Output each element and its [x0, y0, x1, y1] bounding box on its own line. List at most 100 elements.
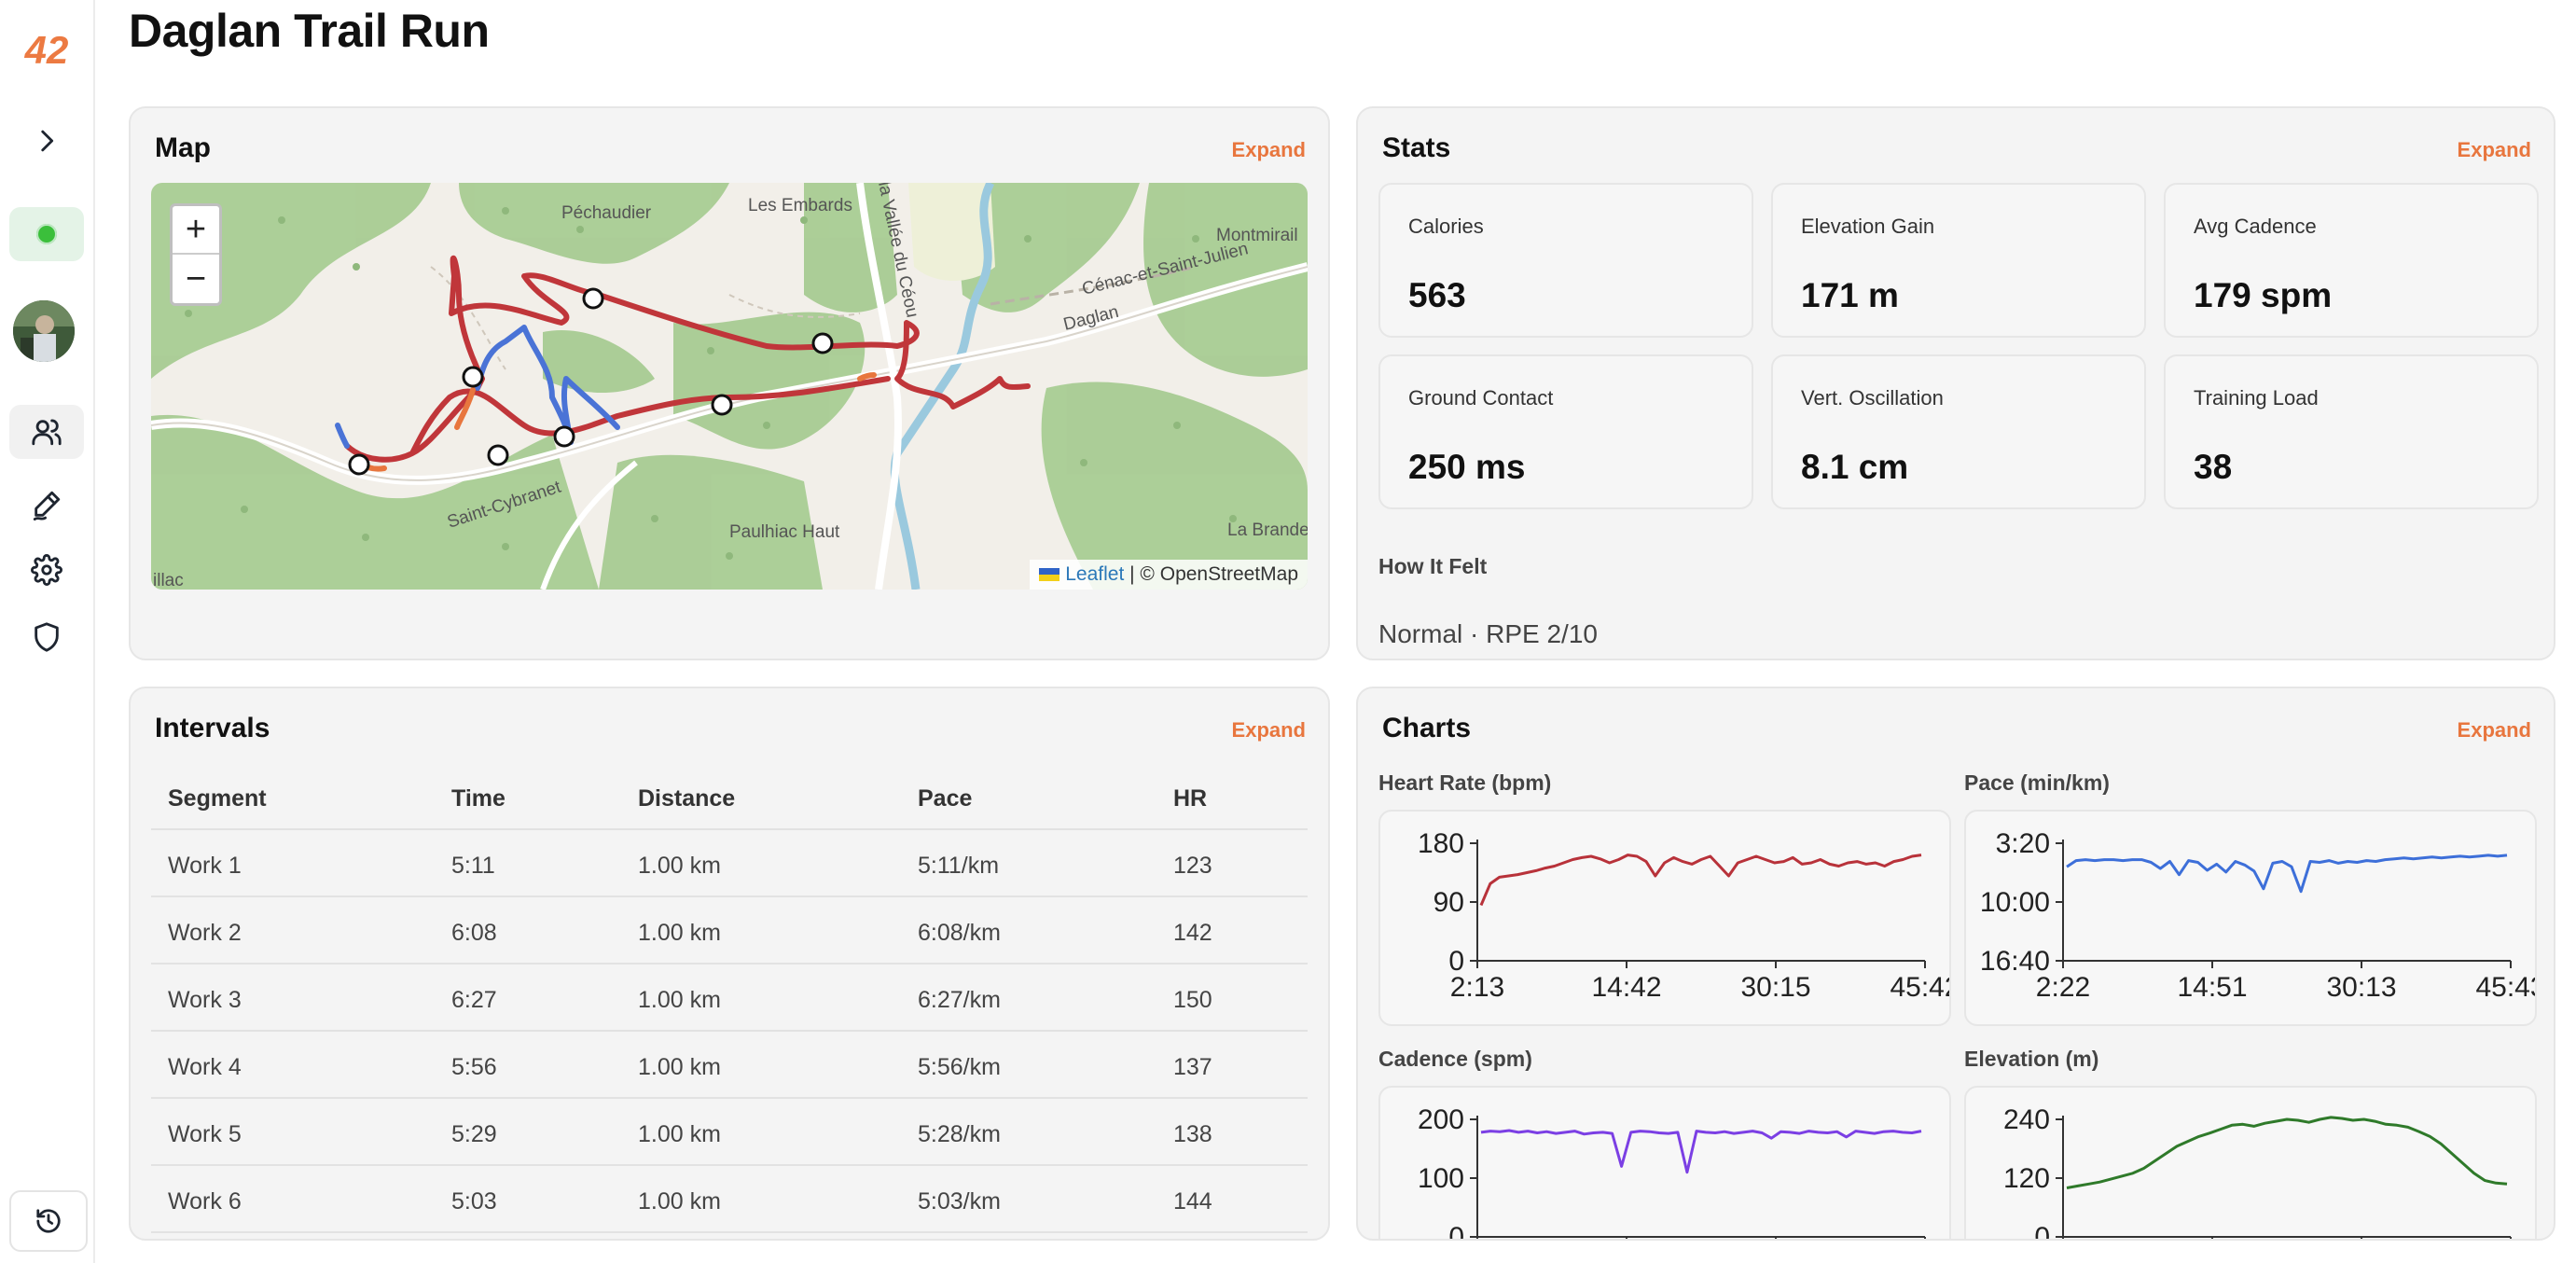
cell-segment: Work 6 — [168, 1188, 242, 1214]
cell-time: 5:29 — [451, 1121, 497, 1147]
cell-pace: 6:27/km — [918, 987, 1001, 1013]
stat-vert-oscillation: Vert. Oscillation 8.1 cm — [1771, 354, 2146, 509]
column-header-distance[interactable]: Distance — [638, 785, 736, 812]
app-logo[interactable]: 42 — [24, 28, 69, 72]
series-line — [2066, 1116, 2508, 1189]
cell-segment: Work 3 — [168, 987, 242, 1013]
stat-calories: Calories 563 — [1378, 183, 1753, 338]
y-tick-label: 90 — [1433, 887, 1464, 918]
x-tick-label: 14:51 — [2177, 972, 2247, 1003]
cell-segment: Work 2 — [168, 920, 242, 946]
series-line — [1480, 1129, 1922, 1174]
column-header-hr[interactable]: HR — [1173, 785, 1208, 812]
stat-ground-contact: Ground Contact 250 ms — [1378, 354, 1753, 509]
stat-value: 563 — [1408, 276, 1466, 314]
zoom-in-button[interactable]: + — [173, 206, 219, 255]
cell-time: 5:56 — [451, 1054, 497, 1080]
y-tick-label: 200 — [1418, 1104, 1464, 1135]
status-button[interactable] — [9, 207, 84, 261]
y-tick-label: 0 — [1448, 1222, 1464, 1241]
cell-distance: 1.00 km — [638, 1188, 721, 1214]
stat-value: 171 m — [1801, 276, 1899, 314]
x-tick-label: 14:42 — [1591, 972, 1661, 1003]
sidebar-item-sign[interactable] — [9, 478, 84, 532]
y-tick-label: 10:00 — [1980, 887, 2050, 918]
charts-card: Charts Expand Heart Rate (bpm) 180 90 0 2:1… — [1356, 687, 2555, 1241]
table-row: Work 2 6:08 1.00 km 6:08/km 142 — [151, 897, 1308, 965]
how-it-felt-label: How It Felt — [1378, 554, 1488, 578]
map-label-pechaudier: Péchaudier — [561, 203, 652, 223]
chart-axis — [1476, 840, 1925, 962]
route-map[interactable]: Péchaudier Les Embards Montmirail Cénac-… — [151, 183, 1308, 590]
map-label-paulhiac: Paulhiac Haut — [729, 522, 840, 542]
heart-rate-chart[interactable]: 180 90 02:13 14:42 30:15 45:42 — [1378, 810, 1951, 1026]
stat-label: Training Load — [2194, 386, 2319, 409]
cadence-chart[interactable]: 200 100 0 — [1378, 1086, 1951, 1241]
map-label-illac: illac — [153, 571, 184, 590]
cell-segment: Work 1 — [168, 853, 242, 879]
cell-time: 6:27 — [451, 987, 497, 1013]
cell-pace: 5:56/km — [918, 1054, 1001, 1080]
map-label-la-brande: La Brande — [1227, 520, 1308, 540]
cell-distance: 1.00 km — [638, 853, 721, 879]
map-expand-button[interactable]: Expand — [1231, 138, 1306, 161]
table-row: Work 3 6:27 1.00 km 6:27/km 150 — [151, 965, 1308, 1032]
intervals-expand-button[interactable]: Expand — [1231, 718, 1306, 742]
how-it-felt-value: Normal · RPE 2/10 — [1378, 619, 1598, 648]
map-attribution: Leaflet | © OpenStreetMap — [1030, 560, 1308, 590]
map-label-embards: Les Embards — [748, 196, 852, 215]
avatar[interactable] — [13, 300, 75, 362]
cell-segment: Work 5 — [168, 1121, 242, 1147]
x-tick-label: 30:13 — [2326, 972, 2396, 1003]
cell-time: 5:11 — [451, 853, 495, 879]
sidebar-item-settings[interactable] — [9, 543, 84, 597]
osm-attribution: | © OpenStreetMap — [1124, 563, 1298, 585]
stat-label: Calories — [1408, 215, 1484, 238]
series-line — [1479, 854, 1922, 907]
column-header-time[interactable]: Time — [451, 785, 506, 812]
table-row: Work 6 5:03 1.00 km 5:03/km 144 — [151, 1166, 1308, 1233]
shield-icon — [35, 622, 59, 652]
y-tick-label: 240 — [2003, 1104, 2050, 1135]
pen-icon — [33, 491, 61, 520]
intervals-table: Segment Time Distance Pace HR Work 1 5:1… — [151, 763, 1308, 1233]
chevron-right-icon — [41, 130, 54, 152]
y-tick-label: 180 — [1418, 828, 1464, 859]
stat-label: Vert. Oscillation — [1801, 386, 1944, 409]
series-line — [2066, 854, 2508, 894]
intervals-card: Intervals Expand Segment Time Distance P… — [129, 687, 1330, 1241]
sidebar-item-security[interactable] — [9, 610, 84, 664]
history-button[interactable] — [9, 1190, 88, 1252]
column-header-pace[interactable]: Pace — [918, 785, 973, 812]
stat-value: 8.1 cm — [1801, 448, 1909, 486]
page-title: Daglan Trail Run — [129, 5, 490, 57]
zoom-out-button[interactable]: − — [185, 258, 207, 298]
cell-hr: 138 — [1173, 1121, 1212, 1147]
cell-distance: 1.00 km — [638, 1121, 721, 1147]
expand-sidebar-button[interactable] — [9, 114, 84, 168]
column-header-segment[interactable]: Segment — [168, 785, 267, 812]
stats-card: Stats Expand Calories 563 Elevation Gain… — [1356, 106, 2555, 660]
cell-segment: Work 4 — [168, 1054, 242, 1080]
status-dot-icon — [36, 224, 57, 244]
leaflet-link[interactable]: Leaflet — [1065, 563, 1125, 585]
charts-card-title: Charts — [1382, 713, 1472, 743]
pace-chart[interactable]: 3:20 10:00 16:402:22 14:51 30:13 45:43 — [1964, 810, 2537, 1026]
cell-pace: 5:11/km — [918, 853, 1000, 879]
table-header: Segment Time Distance Pace HR — [151, 763, 1308, 830]
heart-rate-chart-title: Heart Rate (bpm) — [1378, 770, 1552, 795]
chart-svg: 200 100 0 — [1418, 1104, 1926, 1241]
elevation-chart-title: Elevation (m) — [1964, 1047, 2099, 1071]
cell-distance: 1.00 km — [638, 987, 721, 1013]
stats-expand-button[interactable]: Expand — [2457, 138, 2531, 161]
sidebar-item-friends[interactable] — [9, 405, 84, 459]
y-tick-label: 120 — [2003, 1163, 2050, 1194]
y-tick-label: 100 — [1418, 1163, 1464, 1194]
charts-expand-button[interactable]: Expand — [2457, 718, 2531, 742]
table-row: Work 4 5:56 1.00 km 5:56/km 137 — [151, 1032, 1308, 1099]
intervals-card-title: Intervals — [155, 713, 270, 743]
cell-distance: 1.00 km — [638, 920, 721, 946]
stat-label: Elevation Gain — [1801, 215, 1935, 238]
elevation-chart[interactable]: 240 120 0 — [1964, 1086, 2537, 1239]
map-card-title: Map — [155, 132, 211, 163]
